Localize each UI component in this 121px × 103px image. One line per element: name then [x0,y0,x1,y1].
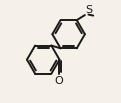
Text: S: S [85,5,93,15]
Text: O: O [55,76,63,86]
